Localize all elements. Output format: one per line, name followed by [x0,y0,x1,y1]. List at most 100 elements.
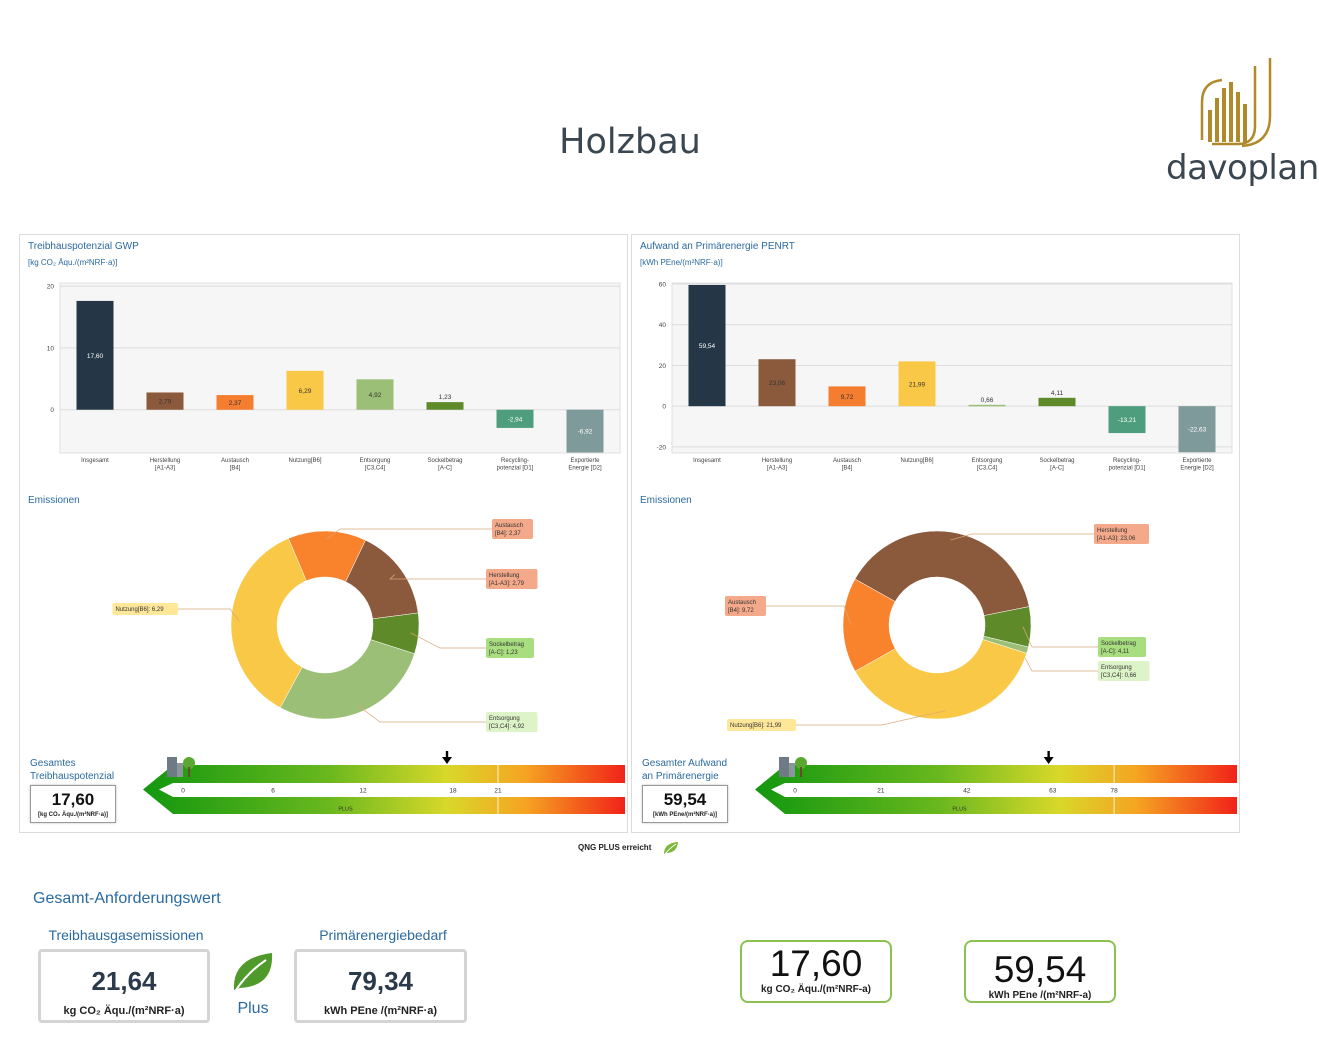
qng-label: QNG PLUS erreicht [578,843,652,852]
bar-value-label: -13,21 [1118,417,1137,424]
x-tick-label: Nutzung[B6] [900,458,933,464]
leader-line [796,710,947,726]
gauge-label-line2: Treibhauspotenzial [30,771,115,782]
pe-result-value: 59,54 [993,949,1087,990]
gwp-panel: Treibhauspotenzial GWP [kg CO₂ Äqu./(m²N… [19,234,628,833]
gauge-band-label: PLUS [338,807,353,813]
x-tick-label: [B4] [842,466,853,472]
pe-requirement-unit: kWh PEne /(m²NRF·a) [323,1005,438,1017]
gauge-label-line2: an Primärenergie [642,771,719,782]
gauge-tick-label: 12 [359,788,367,795]
slice-label: Entsorgung [489,716,520,722]
ghg-caption: Treibhausgasemissionen [48,927,204,943]
slice-label: [B4]: 2,37 [495,531,521,537]
bar [828,386,866,407]
slice-label: [A1-A3]: 23,06 [1097,536,1136,542]
bar [216,395,254,410]
gauge-label: Gesamter Aufwand an Primärenergie [642,757,727,783]
plot-area [59,282,621,454]
x-tick-label: [A-C] [1050,466,1064,472]
plus-label: Plus [237,1000,269,1017]
gauge-tick-label: 6 [271,788,275,795]
pe-result-box: 59,54 kWh PEne /(m²NRF-a) [964,940,1116,1003]
ghg-requirement-box: 21,64 kg CO₂ Äqu./(m²NRF·a) [38,949,210,1023]
leader-line [410,632,486,649]
x-tick-label: Austausch [833,458,861,464]
x-tick-label: [C3,C4] [977,466,998,472]
ghg-requirement-unit: kg CO₂ Äqu./(m²NRF·a) [63,1005,185,1017]
ghg-requirement-value: 21,64 [91,966,157,996]
bar-value-label: 1,23 [439,394,452,401]
pe-requirement-box: 79,34 kWh PEne /(m²NRF·a) [294,949,467,1023]
qng-status: QNG PLUS erreicht [560,840,700,856]
gauge-marker-arrow [442,751,452,764]
icon-trunk [800,767,802,777]
bar [356,379,394,410]
leader-line [950,533,1094,541]
pe-caption: Primärenergiebedarf [319,927,447,943]
leader-line [1022,626,1098,648]
bar-value-label: 6,29 [299,388,312,395]
logo-text: davoplan [1166,148,1319,188]
requirements-title: Gesamt-Anforderungswert [33,890,221,907]
icon-tree [795,757,807,769]
gauge-tick-label: 0 [793,788,797,795]
slice-label: Sockelbetrag [1101,641,1136,647]
bar [146,392,184,410]
bar-value-label: -2,94 [508,416,523,423]
slice-label-box [1098,661,1150,681]
page-title: Holzbau [559,122,701,162]
slice-label-box [486,712,538,732]
slice-label: [C3,C4]: 0,66 [1101,673,1137,679]
bar [1178,406,1216,453]
penrt-panel: Aufwand an Primärenergie PENRT [kWh PEne… [631,234,1240,833]
x-tick-label: Energie [D2] [1180,466,1214,472]
y-tick-label: 20 [47,284,55,291]
slice-label: Sockelbetrag [489,642,524,648]
gauge-tick-label: 21 [877,788,885,795]
x-tick-label: Nutzung[B6] [288,458,321,464]
slice-label-box [486,638,534,658]
y-tick-label: 0 [50,407,54,414]
panel-title: Treibhauspotenzial GWP [28,241,139,252]
y-tick-label: 40 [659,322,667,329]
x-tick-label: potenzial [D1] [1109,466,1146,472]
slice-label-box [1098,637,1146,657]
slice-label: [C3,C4]: 4,92 [489,724,525,730]
slice-label: Herstellung [489,573,519,579]
x-tick-label: [A1-A3] [155,466,175,472]
plus-leaf-icon [233,953,273,991]
donut-slice [842,578,896,672]
leader-line [766,605,852,626]
bar [1108,406,1146,434]
panel-unit: [kg CO₂ Äqu./(m²NRF·a)] [28,258,118,267]
x-tick-label: [A1-A3] [767,466,787,472]
leader-line [356,704,486,723]
bar-value-label: 2,79 [159,399,172,406]
slice-label: [A-C]: 4,11 [1101,649,1130,655]
gauge-unit: [kWh PEne/(m²NRF·a)] [653,812,717,818]
bar-value-label: 4,11 [1051,390,1064,397]
icon-building [779,757,789,777]
gauge-label: Gesamtes Treibhauspotenzial [30,757,114,783]
gauge-tick-label: 18 [449,788,457,795]
gauge-inner [771,783,1237,797]
slice-label: Austausch [495,523,523,529]
bar [426,402,464,410]
x-tick-label: Energie [D2] [568,466,602,472]
building-tree-icon [167,757,195,777]
x-tick-label: Exportierte [570,458,600,464]
bar [1038,397,1076,407]
x-tick-label: Sockelbetrag [427,458,462,464]
gauge-value: 17,60 [51,790,95,809]
slice-label-box [112,603,178,615]
slice-label-box [727,719,796,731]
bar-value-label: 23,06 [769,380,786,387]
penrt-donut-chart: Herstellung [A1-A3]: 23,06 Sockelbetrag [A-… [725,524,1150,731]
bar [898,361,936,407]
x-tick-label: Exportierte [1182,458,1212,464]
leaf-icon [664,842,678,855]
slice-label: Austausch [728,600,756,606]
gwp-bar-chart: 0 10 20 17,60 Insgesamt 2,79 Herstellung [A1-A3… [47,282,621,472]
building-tree-icon [779,757,807,777]
